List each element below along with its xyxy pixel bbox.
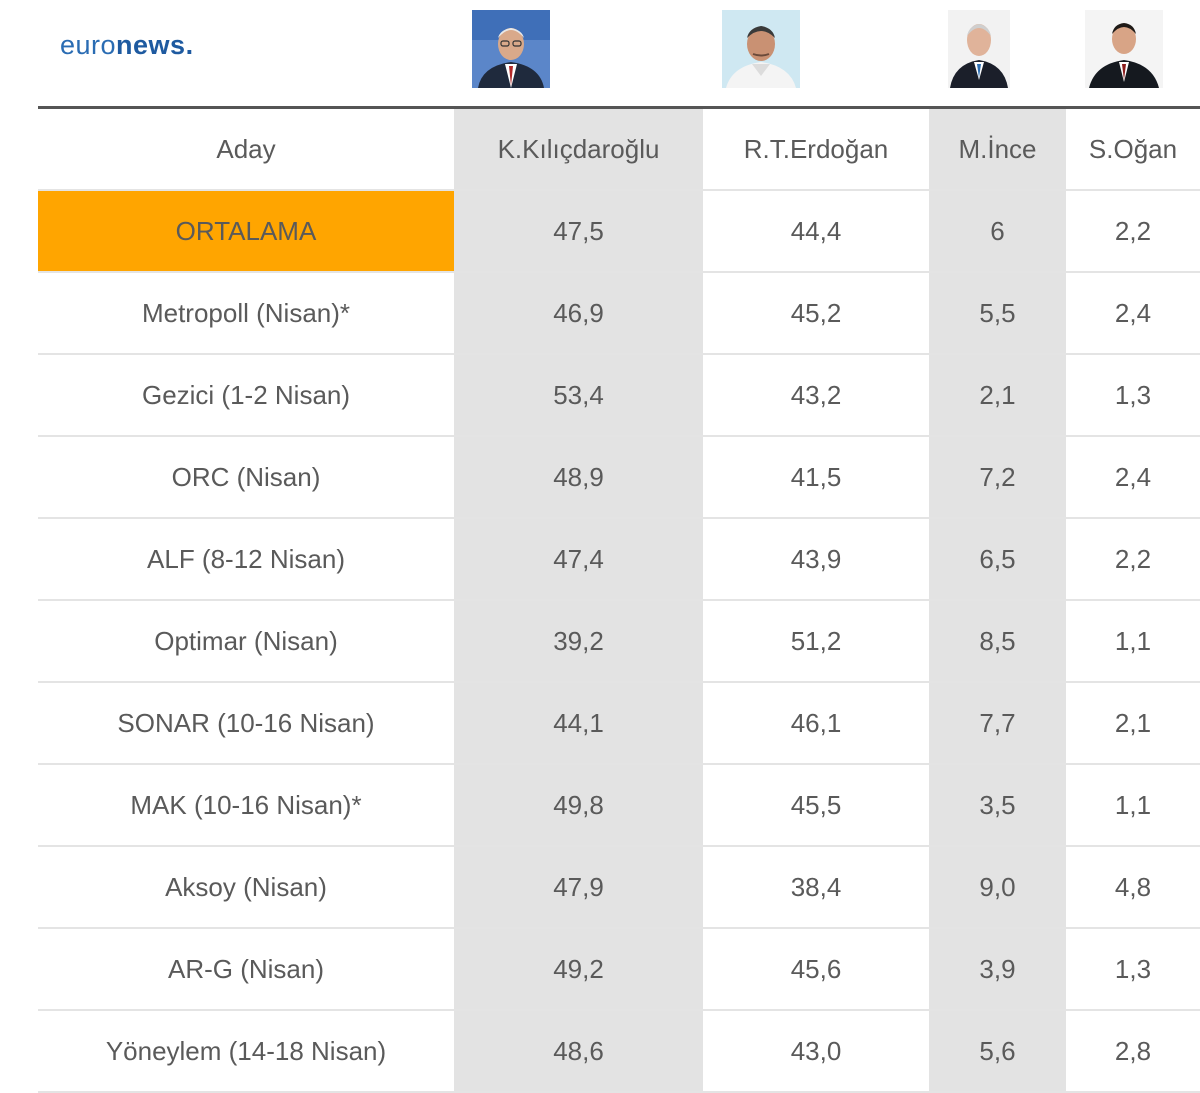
value-cell: 47,5 <box>454 190 703 273</box>
value-cell: 46,9 <box>454 272 703 355</box>
value-cell: 2,2 <box>1066 190 1200 273</box>
table-row: Aksoy (Nisan) 47,9 38,4 9,0 4,8 <box>38 846 1200 929</box>
table-header-row: Aday K.Kılıçdaroğlu R.T.Erdoğan M.İnce S… <box>38 109 1200 191</box>
value-cell: 6,5 <box>929 518 1066 601</box>
pollster-label: Metropoll (Nisan)* <box>38 272 454 355</box>
table-row: Metropoll (Nisan)* 46,9 45,2 5,5 2,4 <box>38 272 1200 355</box>
value-cell: 51,2 <box>703 600 929 683</box>
column-header-erdogan: R.T.Erdoğan <box>703 109 929 191</box>
euronews-logo[interactable]: euronews. <box>60 30 194 61</box>
value-cell: 45,6 <box>703 928 929 1011</box>
value-cell: 45,5 <box>703 764 929 847</box>
column-header-ogan: S.Oğan <box>1066 109 1200 191</box>
value-cell: 2,1 <box>929 354 1066 437</box>
value-cell: 48,6 <box>454 1010 703 1093</box>
table-row: MAK (10-16 Nisan)* 49,8 45,5 3,5 1,1 <box>38 764 1200 847</box>
column-header-aday: Aday <box>38 109 454 191</box>
value-cell: 44,1 <box>454 682 703 765</box>
column-header-kilicdaroglu: K.Kılıçdaroğlu <box>454 109 703 191</box>
value-cell: 43,0 <box>703 1010 929 1093</box>
value-cell: 44,4 <box>703 190 929 273</box>
value-cell: 1,1 <box>1066 764 1200 847</box>
value-cell: 39,2 <box>454 600 703 683</box>
table-row: Gezici (1-2 Nisan) 53,4 43,2 2,1 1,3 <box>38 354 1200 437</box>
value-cell: 49,8 <box>454 764 703 847</box>
pollster-label: ORC (Nisan) <box>38 436 454 519</box>
value-cell: 8,5 <box>929 600 1066 683</box>
value-cell: 47,4 <box>454 518 703 601</box>
pollster-label: Aksoy (Nisan) <box>38 846 454 929</box>
candidate-photo-kilicdaroglu <box>472 10 550 88</box>
value-cell: 46,1 <box>703 682 929 765</box>
value-cell: 2,2 <box>1066 518 1200 601</box>
value-cell: 48,9 <box>454 436 703 519</box>
value-cell: 49,2 <box>454 928 703 1011</box>
value-cell: 3,9 <box>929 928 1066 1011</box>
value-cell: 1,1 <box>1066 600 1200 683</box>
pollster-label: ALF (8-12 Nisan) <box>38 518 454 601</box>
pollster-label: Optimar (Nisan) <box>38 600 454 683</box>
pollster-label: AR-G (Nisan) <box>38 928 454 1011</box>
candidate-photo-ince <box>948 10 1026 88</box>
value-cell: 2,8 <box>1066 1010 1200 1093</box>
value-cell: 2,4 <box>1066 272 1200 355</box>
column-header-ince: M.İnce <box>929 109 1066 191</box>
value-cell: 53,4 <box>454 354 703 437</box>
table-row: ALF (8-12 Nisan) 47,4 43,9 6,5 2,2 <box>38 518 1200 601</box>
table-row: Optimar (Nisan) 39,2 51,2 8,5 1,1 <box>38 600 1200 683</box>
value-cell: 2,1 <box>1066 682 1200 765</box>
value-cell: 47,9 <box>454 846 703 929</box>
logo-text-bold: news. <box>116 30 194 60</box>
value-cell: 5,5 <box>929 272 1066 355</box>
pollster-label: Gezici (1-2 Nisan) <box>38 354 454 437</box>
candidate-photo-ogan <box>1085 10 1163 88</box>
table-row: ORC (Nisan) 48,9 41,5 7,2 2,4 <box>38 436 1200 519</box>
candidate-photo-erdogan <box>722 10 800 88</box>
logo-text-light: euro <box>60 30 117 60</box>
value-cell: 6 <box>929 190 1066 273</box>
value-cell: 43,2 <box>703 354 929 437</box>
value-cell: 1,3 <box>1066 928 1200 1011</box>
value-cell: 38,4 <box>703 846 929 929</box>
value-cell: 41,5 <box>703 436 929 519</box>
pollster-label: SONAR (10-16 Nisan) <box>38 682 454 765</box>
value-cell: 7,7 <box>929 682 1066 765</box>
value-cell: 43,9 <box>703 518 929 601</box>
value-cell: 5,6 <box>929 1010 1066 1093</box>
table-row: ORTALAMA 47,5 44,4 6 2,2 <box>38 190 1200 273</box>
value-cell: 3,5 <box>929 764 1066 847</box>
value-cell: 2,4 <box>1066 436 1200 519</box>
average-row-label: ORTALAMA <box>38 190 454 273</box>
value-cell: 45,2 <box>703 272 929 355</box>
table-row: SONAR (10-16 Nisan) 44,1 46,1 7,7 2,1 <box>38 682 1200 765</box>
value-cell: 1,3 <box>1066 354 1200 437</box>
header: euronews. <box>0 0 1200 108</box>
pollster-label: Yöneylem (14-18 Nisan) <box>38 1010 454 1093</box>
value-cell: 9,0 <box>929 846 1066 929</box>
table-row: Yöneylem (14-18 Nisan) 48,6 43,0 5,6 2,8 <box>38 1010 1200 1093</box>
header-rule <box>38 106 1200 109</box>
value-cell: 7,2 <box>929 436 1066 519</box>
poll-table: Aday K.Kılıçdaroğlu R.T.Erdoğan M.İnce S… <box>38 109 1200 1093</box>
value-cell: 4,8 <box>1066 846 1200 929</box>
pollster-label: MAK (10-16 Nisan)* <box>38 764 454 847</box>
table-row: AR-G (Nisan) 49,2 45,6 3,9 1,3 <box>38 928 1200 1011</box>
